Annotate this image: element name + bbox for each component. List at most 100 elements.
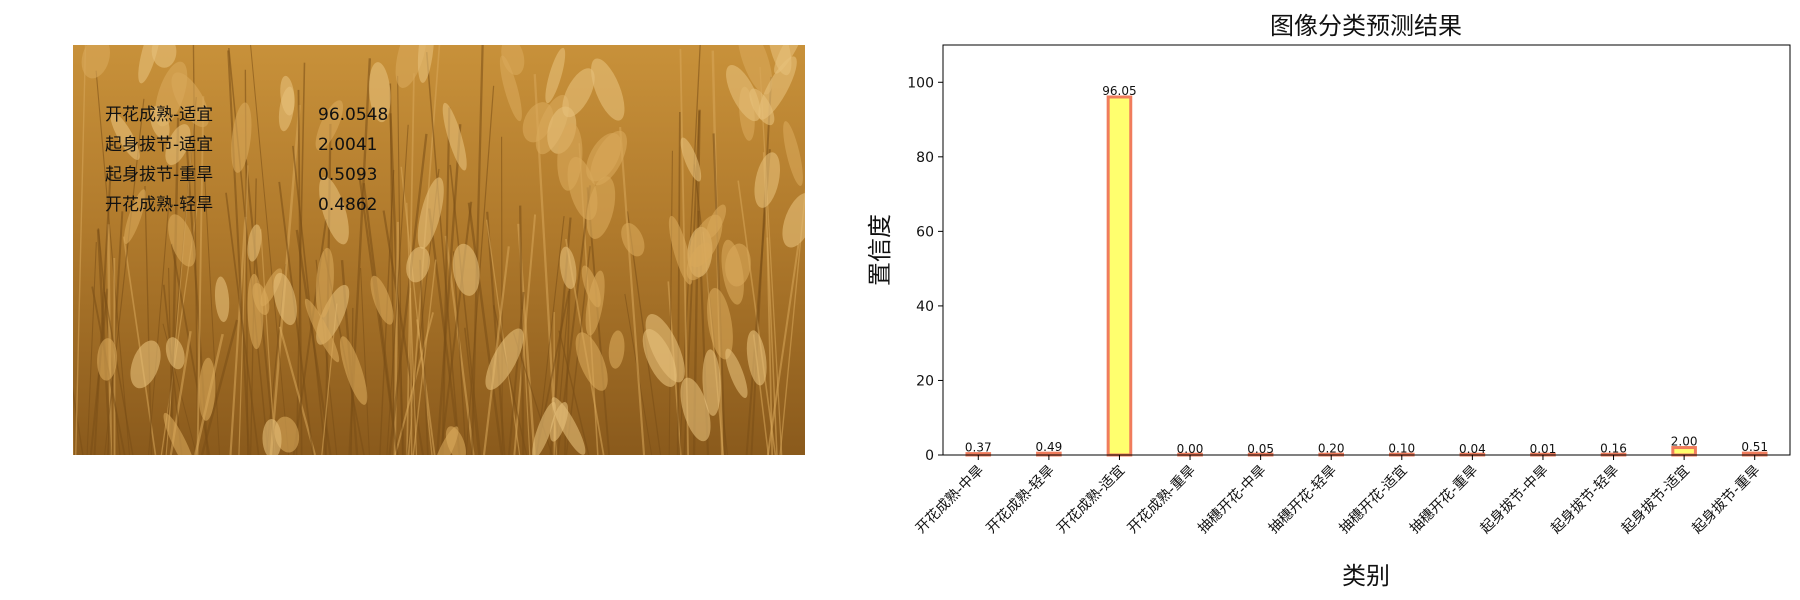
wheat-ear [163, 412, 196, 455]
wheat-ear [315, 100, 344, 151]
wheat-ear [417, 177, 444, 249]
y-axis-label: 置信度 [866, 214, 894, 286]
wheat-ear [725, 243, 751, 287]
bar-value-label: 0.49 [1036, 440, 1063, 454]
wheat-stalk [250, 45, 290, 455]
wheat-stalk [779, 187, 805, 455]
wheat-stalk [86, 242, 97, 455]
wheat-stalk [260, 229, 276, 455]
wheat-ear [726, 64, 761, 122]
wheat-ear [395, 45, 427, 89]
wheat-ear [110, 111, 140, 160]
wheat-stalk [467, 202, 504, 455]
y-tick-label: 80 [916, 150, 934, 166]
wheat-ear [165, 337, 185, 370]
wheat-stalk [486, 219, 521, 455]
wheat-stalk [619, 127, 646, 455]
wheat-ear [551, 397, 586, 455]
wheat-ear [707, 287, 733, 360]
wheat-stalk [75, 45, 87, 455]
bar-value-label: 96.05 [1102, 84, 1136, 98]
wheat-ear [608, 330, 625, 369]
wheat-stalk [103, 291, 134, 455]
wheat-ear [485, 328, 524, 390]
prediction-score: 2.0041 [318, 135, 377, 155]
bar-value-label: 0.51 [1741, 440, 1768, 454]
wheat-ear [339, 336, 368, 405]
wheat-stalk [766, 237, 774, 455]
wheat-ear [621, 222, 645, 257]
wheat-stalk [200, 319, 239, 455]
wheat-ear [138, 45, 161, 84]
prediction-label: 开花成熟-适宜 [105, 104, 213, 125]
x-tick-label: 抽穗开花-轻旱 [1266, 463, 1340, 537]
wheat-ear [680, 137, 702, 182]
wheat-ear [214, 276, 230, 323]
wheat-stalk [393, 221, 400, 455]
bars: 0.37 0.49 96.05 0.00 0.05 0.20 0.10 0.04 0.01 0.1… [965, 84, 1768, 457]
wheat-stalk [406, 202, 418, 455]
wheat-stalk [464, 327, 480, 455]
x-tick-label: 抽穗开花-适宜 [1336, 463, 1410, 537]
bar-value-label: 0.00 [1177, 442, 1204, 456]
prediction-list: 开花成熟-适宜 96.0548 起身拔节-适宜 2.0041 起身拔节-重旱 0.5093… [105, 104, 388, 215]
wheat-stalk [225, 192, 260, 455]
wheat-stalk [278, 181, 314, 455]
x-tick-label: 起身拔节-轻旱 [1548, 463, 1622, 537]
prediction-score: 0.5093 [318, 165, 377, 185]
wheat-ear [171, 72, 210, 128]
bar-value-label: 0.37 [965, 441, 992, 455]
wheat-stalk [162, 284, 183, 455]
wheat-ear [273, 272, 297, 326]
wheat-stalk [357, 170, 399, 455]
x-axis: 开花成熟-中旱开花成熟-轻旱开花成熟-适宜开花成熟-重旱抽穗开花-中旱抽穗开花-… [913, 455, 1764, 537]
wheat-ear [151, 45, 177, 68]
wheat-stalk [148, 198, 170, 455]
wheat-ear [231, 102, 252, 173]
wheat-ear [247, 224, 262, 262]
wheat-stalk [536, 216, 565, 455]
wheat-stalk [196, 96, 205, 455]
wheat-stalk [73, 387, 84, 455]
bar-value-label: 0.20 [1318, 441, 1345, 455]
prediction-label: 起身拔节-适宜 [105, 135, 213, 155]
wheat-stalk [165, 116, 195, 455]
wheat-stalk [360, 268, 370, 455]
x-tick-label: 开花成熟-中旱 [913, 463, 987, 537]
bar-value-label: 0.01 [1530, 442, 1557, 456]
wheat-ear [417, 45, 435, 83]
wheat-stalk [278, 326, 317, 455]
wheat-ear [319, 176, 349, 245]
wheat-stalk [95, 70, 131, 455]
wheat-ear [262, 418, 282, 455]
bar-value-label: 0.04 [1459, 442, 1486, 456]
wheat-texture [73, 45, 805, 455]
wheat-ear [304, 298, 340, 363]
wheat-ear [581, 265, 601, 308]
wheat-stalk [204, 176, 221, 455]
wheat-ear [123, 189, 146, 244]
wheat-ear [702, 349, 721, 416]
bar-value-label: 0.10 [1388, 442, 1415, 456]
plot-frame [942, 44, 1791, 456]
wheat-ear [758, 56, 797, 120]
wheat-ear [686, 242, 713, 281]
y-tick-label: 20 [916, 373, 934, 389]
wheat-ear [545, 47, 566, 104]
x-tick-label: 抽穗开花-中旱 [1195, 463, 1269, 537]
wheat-ear [97, 338, 118, 381]
wheat-ear [754, 152, 781, 208]
wheat-stalk [425, 52, 461, 455]
bar-value-label: 2.00 [1671, 435, 1698, 449]
bar [1106, 95, 1133, 457]
wheat-ear [452, 243, 480, 296]
wheat-ear [150, 106, 170, 140]
wheat-stalk [465, 85, 495, 455]
wheat-ear [522, 102, 554, 143]
wheat-ear [198, 357, 216, 421]
wheat-stalk [452, 251, 467, 455]
bar-value-label: 0.05 [1247, 442, 1274, 456]
wheat-stalk [169, 117, 180, 455]
wheat-stalk [676, 112, 681, 455]
wheat-stalk [439, 201, 473, 455]
